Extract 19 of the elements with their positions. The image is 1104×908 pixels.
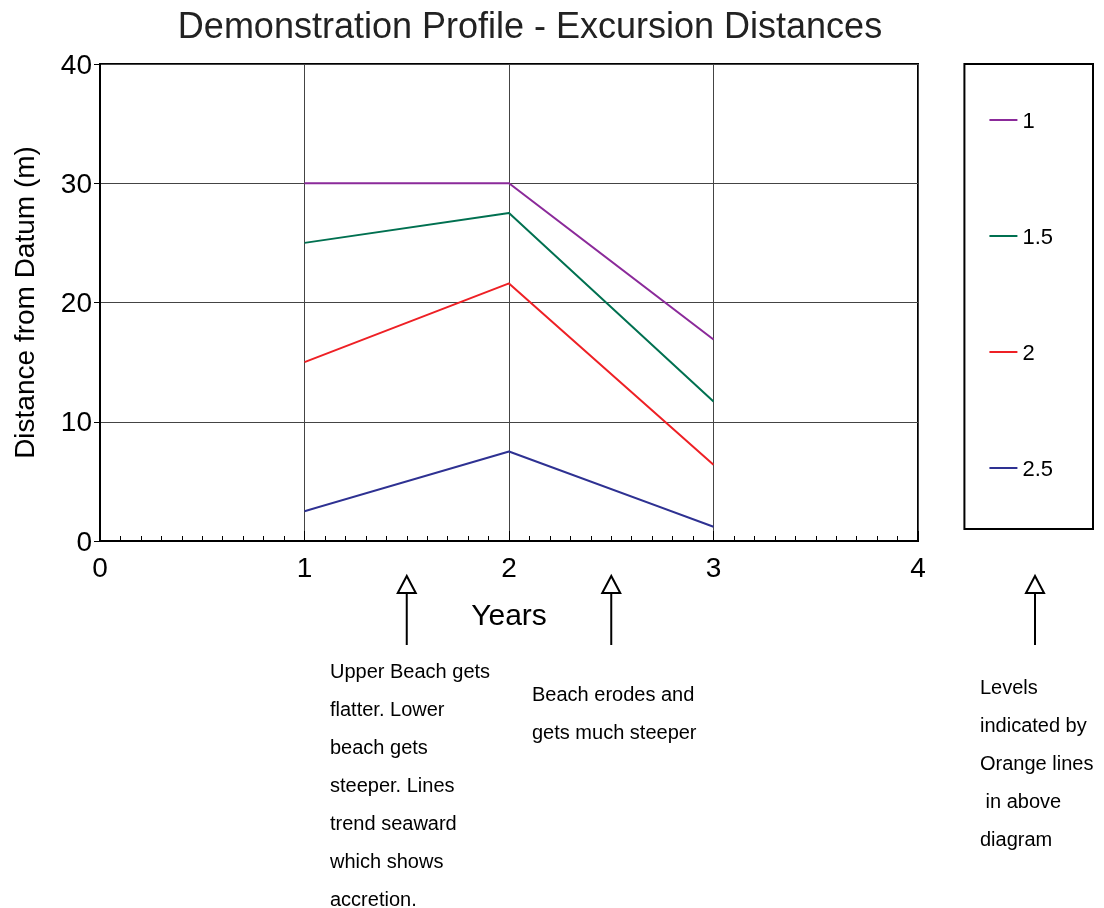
x-tick-label: 1 (296, 551, 313, 583)
legend-label: 1 (1022, 107, 1035, 133)
x-axis-title: Years (471, 597, 547, 631)
chart-title: Demonstration Profile - Excursion Distances (177, 4, 883, 46)
text: Beach erodes and gets much steeper (532, 683, 700, 743)
x-tick-label: 4 (910, 551, 926, 583)
text: Upper Beach gets flatter. Lower beach gets steeper. Lines trend seaward which shows accretion. (329, 660, 496, 908)
y-tick-label: 10 (60, 406, 92, 438)
x-tick-label: 2 (501, 551, 517, 583)
y-axis-title: Distance from Datum (m) (8, 146, 40, 459)
text: Levels indicated by Orange lines in above diagram (980, 676, 1094, 850)
x-tick-label: 3 (705, 551, 722, 583)
y-tick-label: 40 (60, 48, 92, 80)
legend-label: 2.5 (1022, 455, 1054, 481)
y-tick-label: 30 (60, 167, 92, 199)
y-tick-label: 0 (76, 525, 92, 557)
legend-label: 1.5 (1022, 223, 1054, 249)
legend-label: 2 (1022, 339, 1035, 365)
y-tick-label: 20 (60, 287, 92, 318)
